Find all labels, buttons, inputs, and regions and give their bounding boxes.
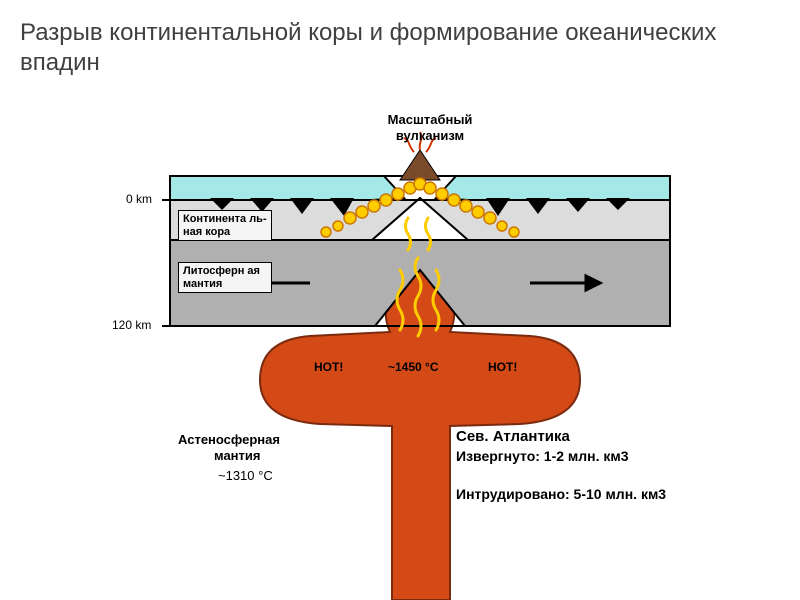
hot-right-label: HOT!: [488, 360, 517, 374]
diagram-svg: [0, 0, 800, 600]
info-line-1: Извергнуто: 1-2 млн. км3: [456, 448, 676, 466]
asth-label-2: мантия: [214, 448, 260, 463]
litho-box-label: Литосферн ая мантия: [178, 262, 272, 293]
depth-120-label: 120 km: [112, 318, 151, 332]
asth-temp-label: ~1310 °C: [218, 468, 273, 483]
volcanism-label-2: вулканизм: [370, 128, 490, 143]
info-title: Сев. Атлантика: [456, 428, 570, 445]
volcanism-label-1: Масштабный: [370, 112, 490, 127]
hot-left-label: HOT!: [314, 360, 343, 374]
asth-label-1: Астеносферная: [178, 432, 280, 447]
ocean-right: [436, 176, 670, 200]
crust-box-label: Континента ль-ная кора: [178, 210, 272, 241]
depth-0-label: 0 km: [126, 192, 152, 206]
ocean-left: [170, 176, 404, 200]
volcano-cone: [400, 150, 440, 180]
hot-temp-label: ~1450 °C: [388, 360, 439, 374]
info-line-2: Интрудировано: 5-10 млн. км3: [456, 486, 676, 504]
